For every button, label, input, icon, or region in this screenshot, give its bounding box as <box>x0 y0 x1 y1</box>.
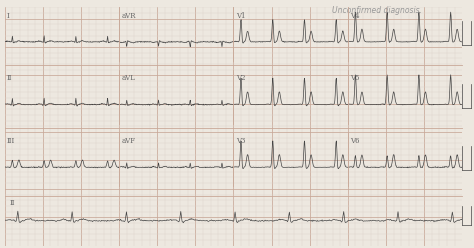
Text: V2: V2 <box>236 74 245 82</box>
Text: II: II <box>7 74 12 82</box>
Text: V1: V1 <box>236 12 245 20</box>
Text: II: II <box>9 199 15 207</box>
Text: aVF: aVF <box>121 137 136 145</box>
Text: V3: V3 <box>236 137 245 145</box>
Text: V6: V6 <box>350 137 360 145</box>
Text: III: III <box>7 137 15 145</box>
Text: I: I <box>7 12 10 20</box>
Text: V4: V4 <box>350 12 360 20</box>
Text: aVR: aVR <box>121 12 136 20</box>
Text: aVL: aVL <box>121 74 135 82</box>
Text: V5: V5 <box>350 74 360 82</box>
Text: Unconfirmed diagnosis.: Unconfirmed diagnosis. <box>332 6 422 15</box>
